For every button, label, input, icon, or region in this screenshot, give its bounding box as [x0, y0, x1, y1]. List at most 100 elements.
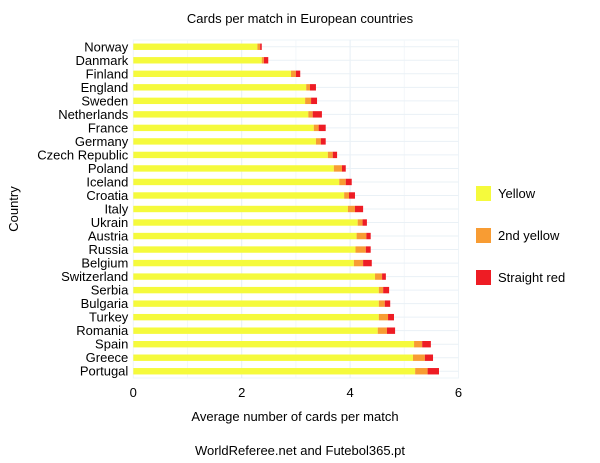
- y-tick-label: Serbia: [91, 283, 129, 298]
- y-tick-label: Finland: [86, 66, 129, 81]
- bar-segment-yellow: [133, 286, 379, 294]
- y-tick-label: Belgium: [81, 256, 128, 271]
- bar-segment-2nd-yellow: [333, 165, 342, 172]
- bar-segment-2nd-yellow: [306, 84, 310, 91]
- bar-segment-yellow: [133, 57, 262, 64]
- bar-segment-straight-red: [311, 97, 318, 105]
- bar-segment-2nd-yellow: [327, 151, 333, 159]
- bar-segment-2nd-yellow: [291, 70, 296, 77]
- bar-segment-straight-red: [345, 178, 352, 186]
- bar-segment-straight-red: [386, 327, 396, 334]
- y-tick-label: Bulgaria: [81, 296, 129, 311]
- bar-segment-2nd-yellow: [344, 192, 350, 199]
- bar-segment-straight-red: [341, 165, 346, 172]
- bar-segment-straight-red: [295, 70, 301, 77]
- x-tick-label: 4: [346, 385, 353, 400]
- bar-segment-straight-red: [365, 246, 371, 253]
- bar-segment-yellow: [133, 341, 415, 348]
- bar-segment-2nd-yellow: [313, 124, 319, 132]
- y-tick-label: Ukrain: [91, 215, 129, 230]
- bar-segment-straight-red: [349, 192, 355, 199]
- y-tick-label: Greece: [86, 350, 129, 365]
- bar-segment-straight-red: [427, 368, 439, 375]
- bar-segment-straight-red: [363, 259, 372, 267]
- bar-segment-yellow: [133, 368, 416, 375]
- y-tick-label: Danmark: [76, 53, 129, 68]
- bar-segment-straight-red: [424, 354, 434, 361]
- y-tick-label: Switzerland: [61, 269, 128, 284]
- bar-segment-straight-red: [384, 300, 391, 307]
- bar-segment-yellow: [133, 84, 307, 91]
- bar-segment-straight-red: [260, 43, 262, 50]
- y-tick-label: Norway: [84, 39, 129, 54]
- y-tick-label: France: [88, 120, 128, 135]
- bar-segment-yellow: [133, 151, 328, 159]
- y-tick-label: Iceland: [86, 174, 128, 189]
- y-tick-label: England: [81, 80, 129, 95]
- bar-segment-yellow: [133, 354, 413, 361]
- bar-segment-2nd-yellow: [347, 205, 355, 213]
- bar-segment-2nd-yellow: [257, 43, 261, 50]
- bar-segment-2nd-yellow: [356, 232, 367, 240]
- bar-segment-straight-red: [388, 313, 395, 321]
- bar-segment-straight-red: [362, 219, 367, 226]
- x-tick-label: 6: [455, 385, 462, 400]
- bar-segment-2nd-yellow: [412, 354, 425, 361]
- bar-segment-straight-red: [318, 124, 326, 132]
- bar-segment-yellow: [133, 313, 379, 321]
- bar-segment-straight-red: [354, 205, 364, 213]
- x-tick-label: 2: [238, 385, 245, 400]
- bar-segment-2nd-yellow: [339, 178, 346, 186]
- bar-segment-straight-red: [382, 273, 386, 280]
- bar-segment-straight-red: [312, 111, 322, 118]
- y-tick-label: Turkey: [89, 310, 129, 325]
- y-tick-label: Russia: [89, 242, 130, 257]
- y-tick-label: Sweden: [81, 93, 128, 108]
- bar-segment-straight-red: [422, 341, 431, 348]
- bar-segment-2nd-yellow: [414, 341, 423, 348]
- y-tick-label: Italy: [104, 202, 128, 217]
- bar-segment-yellow: [133, 300, 379, 307]
- y-tick-label: Romania: [76, 323, 129, 338]
- bar-segment-yellow: [133, 327, 378, 334]
- bar-segment-straight-red: [332, 151, 338, 159]
- bar-segment-straight-red: [320, 138, 326, 145]
- x-axis-label: Average number of cards per match: [191, 409, 398, 424]
- bar-segment-2nd-yellow: [375, 273, 383, 280]
- bar-segment-straight-red: [309, 84, 316, 91]
- legend-swatch: [476, 228, 491, 243]
- y-axis-label: Country: [6, 186, 21, 232]
- bar-segment-2nd-yellow: [353, 259, 364, 267]
- bar-segment-yellow: [133, 273, 376, 280]
- bar-segment-yellow: [133, 124, 314, 132]
- y-tick-label: Portugal: [80, 364, 129, 379]
- y-tick-label: Croatia: [86, 188, 129, 203]
- bar-segment-2nd-yellow: [357, 219, 363, 226]
- bar-segment-2nd-yellow: [261, 57, 264, 64]
- bar-segment-2nd-yellow: [308, 111, 313, 118]
- bar-segment-yellow: [133, 246, 356, 253]
- legend-label: Yellow: [498, 186, 536, 201]
- bar-segment-yellow: [133, 70, 292, 77]
- bar-segment-yellow: [133, 192, 345, 199]
- bar-segment-2nd-yellow: [377, 327, 387, 334]
- y-tick-label: Netherlands: [58, 107, 129, 122]
- bar-segment-yellow: [133, 97, 306, 105]
- bar-segment-2nd-yellow: [415, 368, 428, 375]
- y-tick-label: Spain: [95, 337, 128, 352]
- legend-label: 2nd yellow: [498, 228, 560, 243]
- bar-segment-2nd-yellow: [355, 246, 366, 253]
- y-tick-label: Poland: [88, 161, 128, 176]
- bar-segment-2nd-yellow: [315, 138, 321, 145]
- bar-segment-yellow: [133, 111, 309, 118]
- legend-swatch: [476, 186, 491, 201]
- legend-swatch: [476, 270, 491, 285]
- y-tick-label: Czech Republic: [37, 147, 129, 162]
- bar-segment-yellow: [133, 232, 357, 240]
- bar-segment-2nd-yellow: [378, 300, 385, 307]
- bar-segment-2nd-yellow: [305, 97, 312, 105]
- bar-segment-yellow: [133, 165, 334, 172]
- bar-segment-yellow: [133, 259, 354, 267]
- bar-segment-yellow: [133, 138, 316, 145]
